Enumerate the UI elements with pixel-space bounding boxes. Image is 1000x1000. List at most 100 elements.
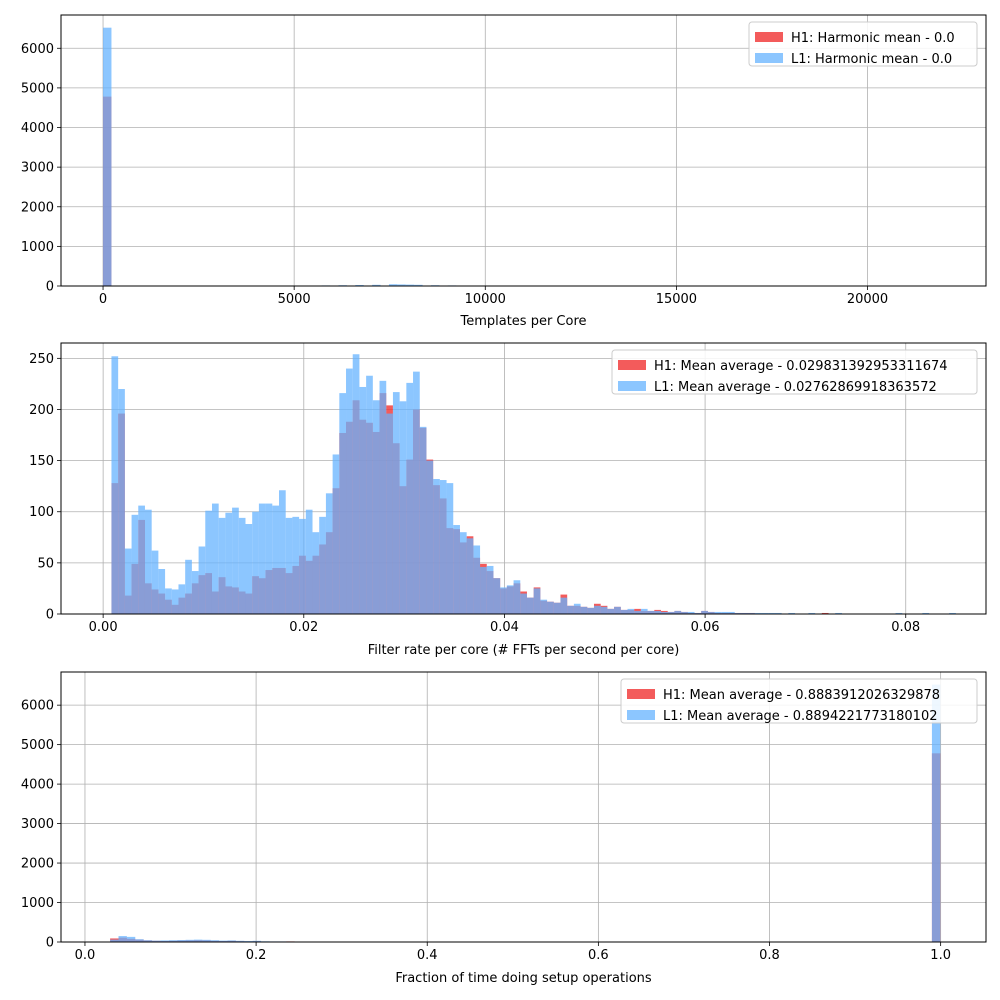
- histogram-bar: [922, 612, 930, 614]
- x-tick-label: 0.8: [759, 948, 780, 963]
- histogram-bar: [379, 380, 387, 614]
- histogram-bar: [835, 612, 842, 614]
- histogram-bar: [168, 940, 178, 942]
- histogram-bar: [788, 612, 796, 614]
- legend-swatch-l1: [618, 381, 646, 391]
- x-tick-label: 0.00: [89, 620, 118, 635]
- histogram-bar: [433, 479, 440, 614]
- x-tick-label: 0: [99, 292, 107, 307]
- histogram-bar: [219, 940, 228, 942]
- histogram-bar: [272, 505, 280, 614]
- histogram-bar: [949, 612, 956, 614]
- y-tick-label: 1000: [21, 896, 54, 911]
- x-tick-label: 15000: [656, 292, 697, 307]
- histogram-bar: [734, 612, 742, 614]
- histogram-bar: [152, 940, 161, 942]
- histogram-bar: [232, 507, 239, 614]
- histogram-bar: [406, 382, 414, 614]
- x-tick-label: 0.0: [75, 948, 96, 963]
- y-tick-label: 2000: [21, 857, 54, 872]
- histogram-bar: [654, 610, 662, 614]
- histogram-bar: [325, 493, 333, 614]
- y-tick-label: 4000: [21, 121, 54, 136]
- histogram-bar: [634, 610, 641, 614]
- histogram-bar: [103, 27, 112, 286]
- histogram-bar: [520, 593, 527, 614]
- histogram-bar: [533, 588, 541, 614]
- legend: H1: Mean average - 0.029831392953311674 L…: [611, 349, 978, 395]
- histogram-bar: [553, 602, 561, 614]
- legend-box: [748, 21, 978, 67]
- histogram-bar: [339, 393, 347, 614]
- histogram-bar: [640, 608, 648, 614]
- chart-panel-1: 0 5000 10000 15000 20000 0 1000 2000 3000 4000 500…: [21, 14, 987, 329]
- legend-box: [620, 678, 978, 724]
- x-axis-label: Fraction of time doing setup operations: [395, 971, 652, 986]
- y-tick-label: 0: [46, 608, 54, 623]
- histogram-bar: [210, 940, 220, 942]
- histogram-bar: [821, 612, 829, 614]
- y-tick-label: 5000: [21, 738, 54, 753]
- x-tick-label: 0.04: [490, 620, 519, 635]
- histogram-bar: [808, 612, 816, 614]
- histogram-bar: [547, 601, 554, 614]
- histogram-bar: [165, 588, 172, 614]
- histogram-bar: [580, 606, 588, 614]
- histogram-bar: [178, 584, 186, 614]
- histogram-bar: [439, 480, 447, 614]
- histogram-bar: [279, 490, 286, 614]
- histogram-bar: [235, 940, 245, 942]
- histogram-bar: [185, 559, 192, 614]
- histogram-bar: [895, 612, 903, 614]
- histogram-bar: [359, 386, 367, 614]
- x-tick-label: 0.6: [588, 948, 609, 963]
- histogram-bar: [526, 597, 534, 614]
- x-axis-label: Filter rate per core (# FFTs per second …: [368, 643, 680, 658]
- legend-box: [611, 349, 978, 395]
- histogram-bar: [714, 611, 722, 614]
- series-l1: [103, 27, 465, 287]
- histogram-bar: [600, 606, 608, 614]
- histogram-bar: [399, 401, 407, 614]
- y-tick-label: 3000: [21, 817, 54, 832]
- legend: H1: Mean average - 0.8883912026329878 L1:…: [620, 678, 978, 724]
- histogram-bar: [211, 503, 219, 614]
- histogram-bar: [620, 609, 628, 614]
- histogram-bar: [285, 517, 293, 614]
- legend-label-h1: H1: Mean average - 0.029831392953311674: [654, 359, 948, 374]
- x-axis-label: Templates per Core: [459, 314, 586, 329]
- histogram-bar: [299, 518, 306, 614]
- histogram-bar: [227, 940, 236, 942]
- histogram-bar: [768, 612, 775, 614]
- histogram-bar: [426, 460, 434, 614]
- plot-frame: [60, 342, 987, 615]
- histogram-bar: [486, 565, 494, 614]
- x-tick-label: 0.02: [289, 620, 318, 635]
- histogram-bar: [319, 516, 326, 614]
- legend-swatch-l1: [627, 710, 655, 720]
- histogram-bar: [392, 392, 400, 614]
- histogram-bar: [171, 589, 179, 614]
- histogram-bar: [138, 505, 145, 614]
- histogram-bar: [124, 548, 132, 614]
- histogram-bar: [473, 545, 481, 614]
- histogram-bar: [252, 511, 259, 614]
- histogram-bar: [661, 611, 668, 614]
- histogram-bar: [453, 525, 460, 614]
- histogram-bar: [160, 940, 169, 942]
- histogram-bar: [252, 940, 262, 942]
- histogram-bar: [754, 612, 762, 614]
- chart-panel-3: 0.0 0.2 0.4 0.6 0.8 1.0 0 1000 2000 3000 4000 5000 6…: [21, 671, 987, 986]
- histogram-bar: [158, 569, 166, 614]
- histogram-bar: [647, 610, 655, 614]
- legend-label-l1: L1: Mean average - 0.02762869918363572: [654, 380, 937, 395]
- histogram-bar: [728, 611, 735, 614]
- histogram-bar: [701, 610, 708, 614]
- series-h1: [110, 753, 941, 943]
- histogram-bar: [466, 538, 474, 614]
- histogram-bar: [419, 426, 427, 614]
- histogram-bar: [741, 612, 749, 614]
- legend-swatch-h1: [618, 360, 646, 370]
- histogram-bar: [694, 612, 702, 614]
